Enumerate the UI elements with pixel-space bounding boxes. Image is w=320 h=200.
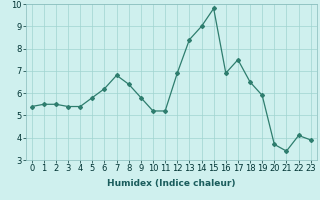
X-axis label: Humidex (Indice chaleur): Humidex (Indice chaleur) — [107, 179, 236, 188]
